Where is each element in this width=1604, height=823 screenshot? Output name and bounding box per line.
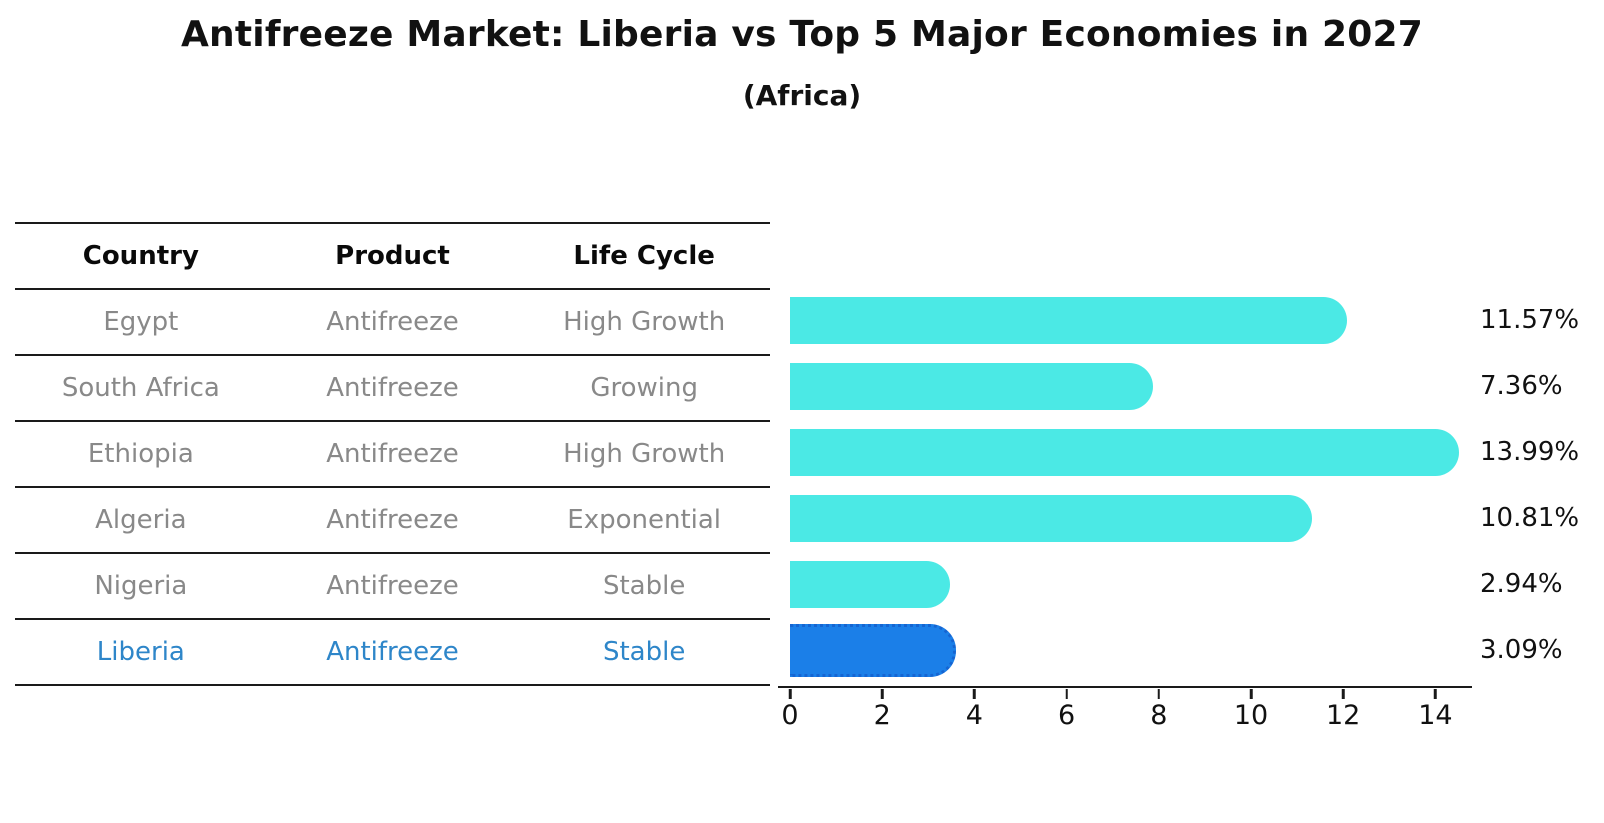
value-label-algeria: 10.81% [1480, 503, 1580, 533]
cell-product: Antifreeze [326, 307, 459, 337]
x-tick-label-0: 0 [781, 700, 799, 731]
x-tick-mark-4 [973, 689, 976, 699]
value-label-egypt: 11.57% [1480, 305, 1580, 335]
cell-country: Liberia [96, 637, 185, 667]
x-tick-mark-8 [1157, 689, 1161, 699]
cell-product: Antifreeze [326, 571, 459, 601]
table-row-liberia: Liberia Antifreeze Stable [15, 620, 770, 686]
x-tick-label-10: 10 [1233, 700, 1269, 731]
x-tick-mark-2 [880, 689, 884, 699]
cell-life-cycle: Growing [590, 373, 698, 403]
x-tick-mark-14 [1434, 689, 1437, 699]
country-table: Country Product Life Cycle Egypt Antifree… [15, 222, 770, 686]
x-tick-mark-6 [1065, 689, 1068, 699]
cell-life-cycle: High Growth [563, 439, 726, 469]
bar-egypt [790, 296, 1348, 344]
x-tick-label-12: 12 [1326, 700, 1361, 731]
cell-product: Antifreeze [326, 439, 459, 469]
cell-life-cycle: Exponential [567, 505, 722, 535]
column-header-country: Country [82, 241, 199, 271]
column-header-product: Product [335, 241, 450, 271]
value-label-liberia: 3.09% [1480, 635, 1563, 665]
table-body: Egypt Antifreeze High Growth South Africa An… [15, 290, 770, 686]
column-header-life-cycle: Life Cycle [573, 241, 715, 271]
x-tick-label-4: 4 [965, 700, 983, 731]
value-label-nigeria: 2.94% [1480, 569, 1563, 599]
cell-life-cycle: Stable [602, 571, 686, 601]
table-row-nigeria: Nigeria Antifreeze Stable [15, 554, 770, 620]
chart-title: Antifreeze Market: Liberia vs Top 5 Majo… [180, 14, 1424, 55]
bar-liberia [790, 623, 957, 677]
x-tick-mark-0 [788, 689, 792, 699]
chart-subtitle: (Africa) [742, 79, 862, 112]
table-row-algeria: Algeria Antifreeze Exponential [15, 488, 770, 554]
x-axis-line [778, 686, 1472, 688]
cell-product: Antifreeze [326, 505, 459, 535]
value-label-south-africa: 7.36% [1480, 371, 1563, 401]
x-tick-label-8: 8 [1150, 700, 1168, 731]
bar-algeria [790, 494, 1313, 542]
cell-life-cycle: High Growth [563, 307, 726, 337]
x-tick-label-6: 6 [1058, 700, 1076, 731]
cell-country: Ethiopia [87, 439, 194, 469]
value-label-ethiopia: 13.99% [1480, 437, 1580, 467]
cell-country: South Africa [61, 373, 220, 403]
bar-south-africa [790, 362, 1154, 410]
x-tick-mark-12 [1341, 689, 1345, 699]
x-tick-mark-10 [1249, 689, 1253, 699]
x-tick-label-14: 14 [1418, 700, 1453, 731]
table-row-egypt: Egypt Antifreeze High Growth [15, 290, 770, 356]
cell-product: Antifreeze [326, 637, 459, 667]
bar-ethiopia [790, 428, 1459, 476]
cell-country: Egypt [103, 307, 179, 337]
cell-country: Nigeria [94, 571, 188, 601]
cell-product: Antifreeze [326, 373, 459, 403]
cell-country: Algeria [95, 505, 187, 535]
x-tick-label-2: 2 [873, 700, 891, 731]
bar-nigeria [790, 560, 950, 608]
table-header-row: Country Product Life Cycle [15, 224, 770, 290]
cell-life-cycle: Stable [602, 637, 686, 667]
table-row-ethiopia: Ethiopia Antifreeze High Growth [15, 422, 770, 488]
table-row-south-africa: South Africa Antifreeze Growing [15, 356, 770, 422]
